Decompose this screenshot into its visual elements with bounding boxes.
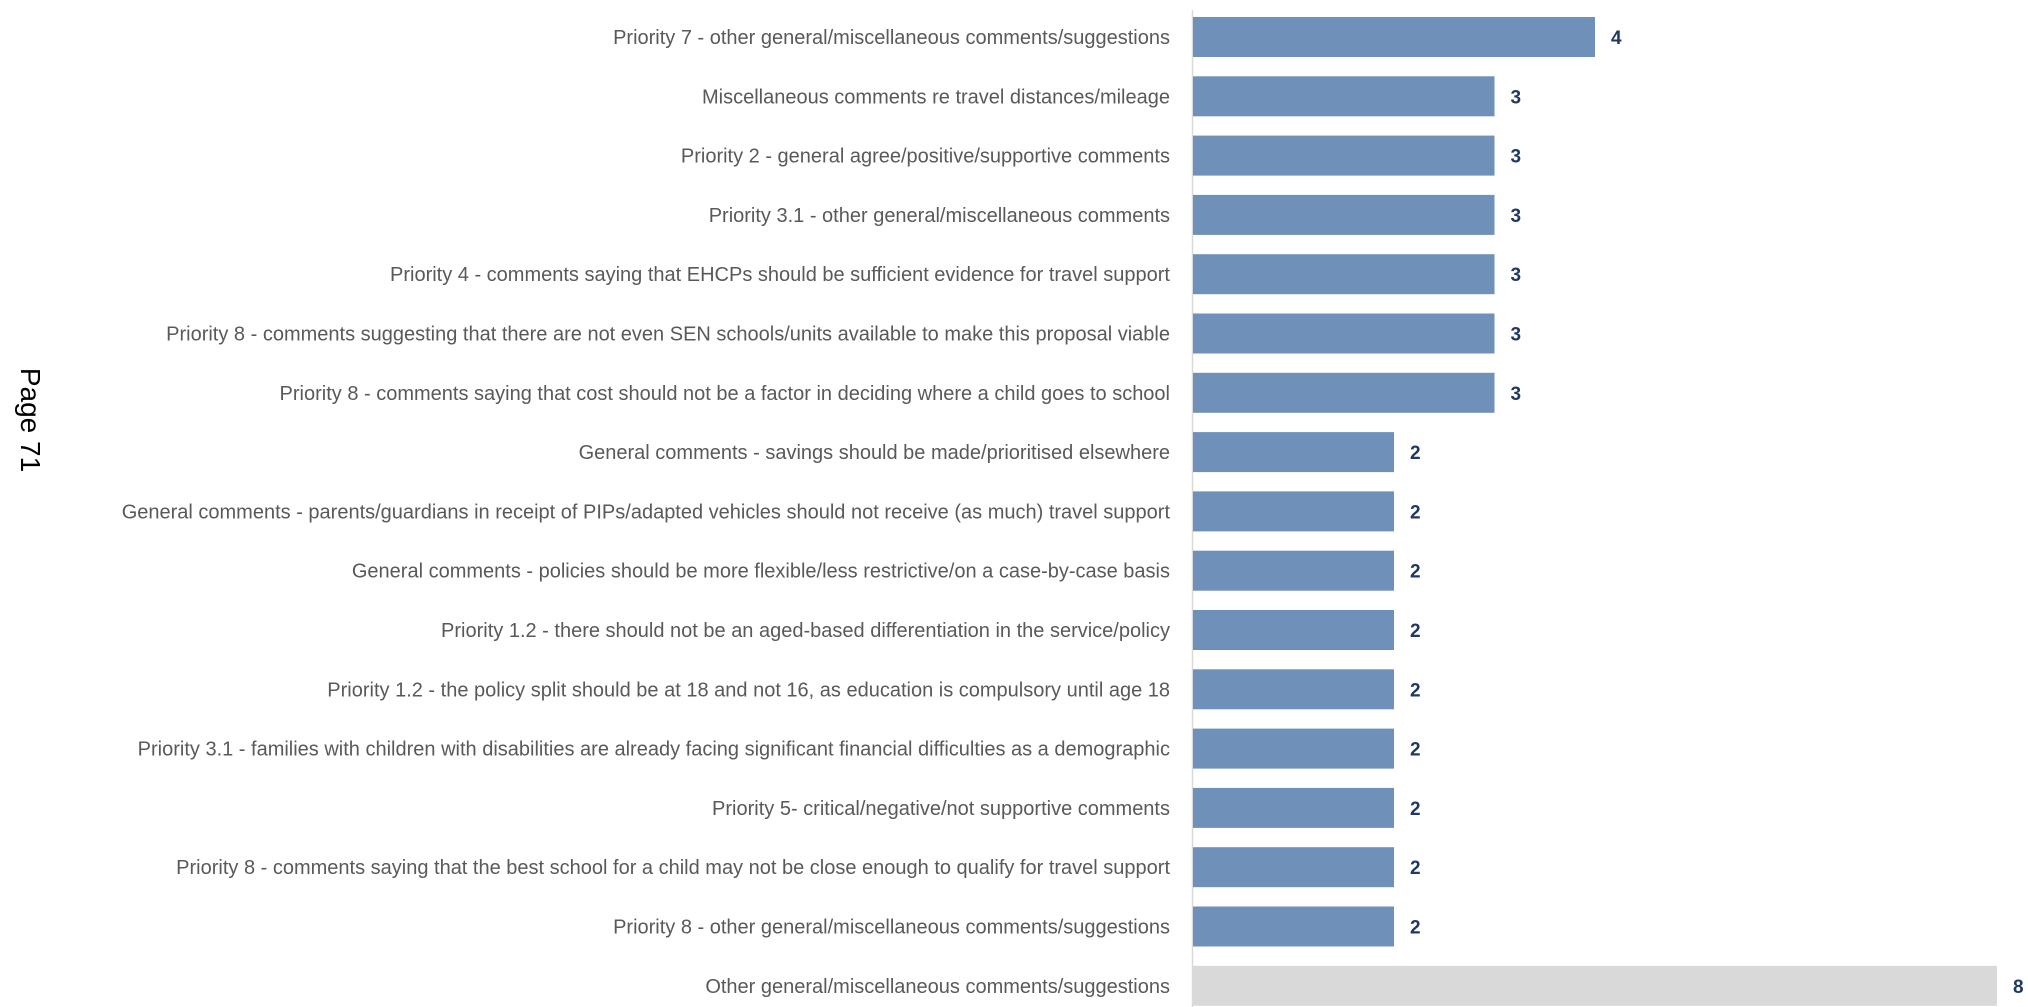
data-label: 2 — [1410, 858, 1421, 879]
bar — [1193, 906, 1394, 947]
bar — [1193, 728, 1394, 769]
bar — [1193, 847, 1394, 888]
bar — [1193, 76, 1495, 117]
data-label: 2 — [1410, 740, 1421, 761]
category-label: Other general/miscellaneous comments/sug… — [705, 976, 1170, 998]
bar — [1193, 17, 1595, 57]
category-label: Priority 1.2 - the policy split should b… — [327, 679, 1170, 701]
data-label: 2 — [1410, 680, 1421, 701]
data-label: 3 — [1511, 384, 1522, 405]
bar-other — [1193, 965, 1997, 1006]
category-label: Priority 3.1 - other general/miscellaneo… — [709, 205, 1170, 227]
data-label: 3 — [1511, 87, 1522, 108]
bar — [1193, 135, 1495, 176]
category-label: Priority 8 - comments suggesting that th… — [166, 324, 1170, 346]
category-label: General comments - policies should be mo… — [352, 561, 1170, 583]
data-label: 2 — [1410, 502, 1421, 523]
bar — [1193, 787, 1394, 828]
bar — [1193, 372, 1495, 413]
category-label: Priority 5- critical/negative/not suppor… — [712, 798, 1170, 820]
category-label: Priority 7 - other general/miscellaneous… — [613, 27, 1170, 49]
bar — [1193, 432, 1394, 473]
category-label: Priority 8 - comments saying that cost s… — [280, 383, 1170, 405]
bar — [1193, 610, 1394, 650]
data-label: 2 — [1410, 799, 1421, 820]
category-label: General comments - savings should be mad… — [579, 442, 1170, 464]
bar — [1193, 491, 1394, 532]
data-label: 3 — [1511, 325, 1522, 346]
data-label: 2 — [1410, 621, 1421, 642]
data-label: 4 — [1611, 28, 1622, 49]
data-label: 2 — [1410, 443, 1421, 464]
category-label: General comments - parents/guardians in … — [122, 501, 1171, 523]
category-label: Priority 1.2 - there should not be an ag… — [441, 620, 1170, 642]
data-label: 2 — [1410, 918, 1421, 939]
category-label: Priority 3.1 - families with children wi… — [138, 739, 1170, 761]
data-label: 3 — [1511, 147, 1522, 168]
category-label: Priority 8 - comments saying that the be… — [176, 857, 1170, 879]
data-label: 2 — [1410, 562, 1421, 583]
bar — [1193, 550, 1394, 591]
data-label: 8 — [2013, 977, 2024, 998]
category-label: Miscellaneous comments re travel distanc… — [702, 86, 1170, 108]
data-label: 3 — [1511, 206, 1522, 227]
bar — [1193, 194, 1495, 235]
data-label: 3 — [1511, 265, 1522, 286]
category-label: Priority 2 - general agree/positive/supp… — [681, 146, 1170, 168]
bar — [1193, 254, 1495, 295]
category-label: Priority 4 - comments saying that EHCPs … — [390, 264, 1170, 286]
bar — [1193, 313, 1495, 354]
category-label: Priority 8 - other general/miscellaneous… — [613, 917, 1170, 939]
bar — [1193, 669, 1394, 710]
